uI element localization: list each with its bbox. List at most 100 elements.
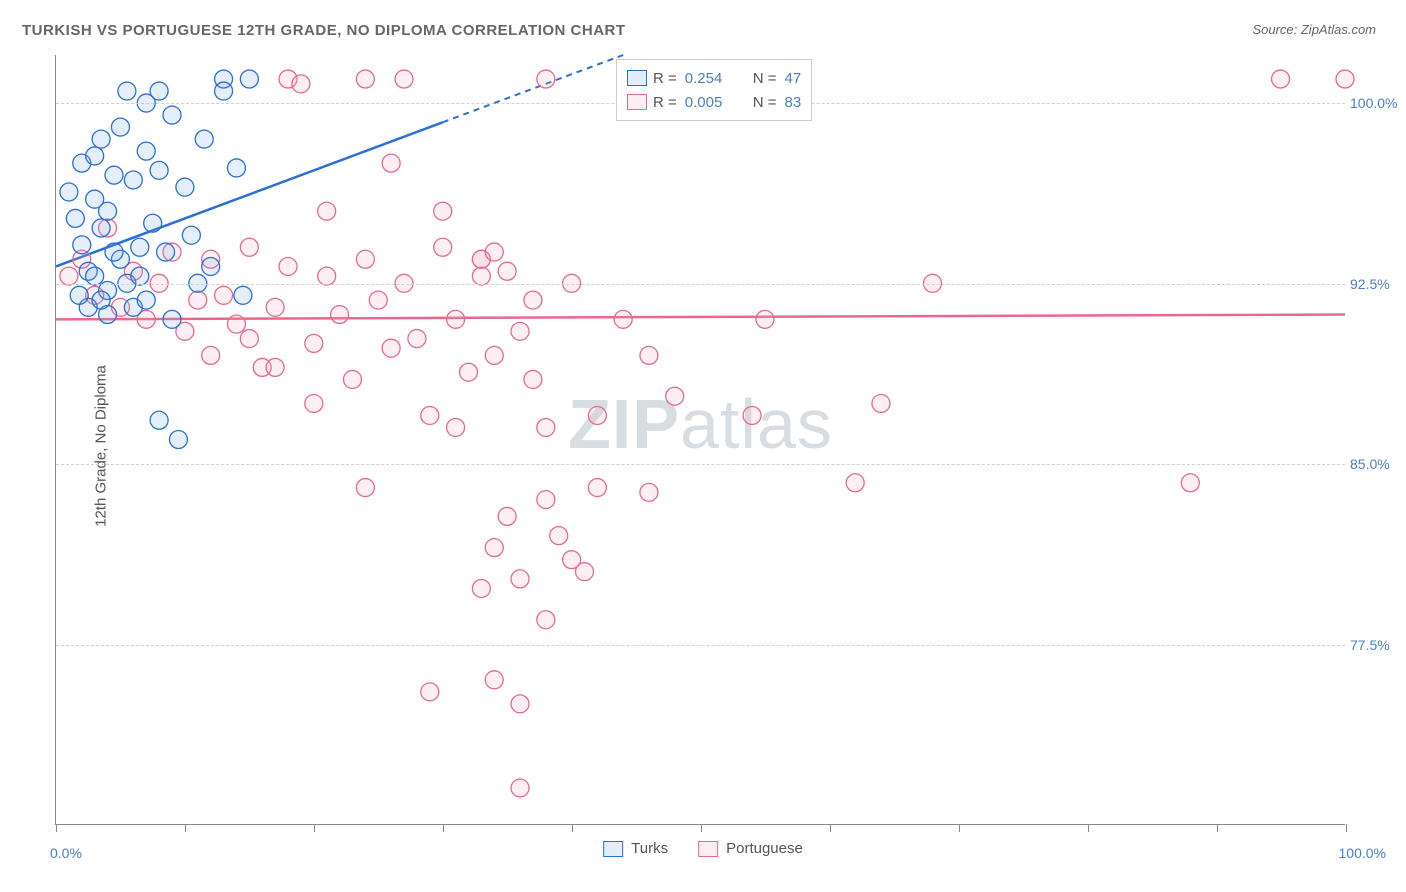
data-point xyxy=(1272,70,1290,88)
data-point xyxy=(137,142,155,160)
data-point xyxy=(131,238,149,256)
data-point xyxy=(382,339,400,357)
data-point xyxy=(472,267,490,285)
legend-n-value: 83 xyxy=(785,94,802,111)
data-point xyxy=(105,243,123,261)
data-point xyxy=(86,147,104,165)
data-point xyxy=(70,286,88,304)
data-point xyxy=(537,491,555,509)
data-point xyxy=(118,82,136,100)
data-point xyxy=(524,370,542,388)
data-point xyxy=(434,238,452,256)
data-point xyxy=(92,130,110,148)
data-point xyxy=(227,159,245,177)
x-tick xyxy=(1217,824,1218,832)
data-point xyxy=(524,291,542,309)
data-point xyxy=(485,671,503,689)
data-point xyxy=(447,310,465,328)
data-point xyxy=(195,130,213,148)
legend-n-label: N = xyxy=(753,70,777,87)
stats-legend-row: R =0.254N =47 xyxy=(627,66,801,90)
x-tick xyxy=(572,824,573,832)
data-point xyxy=(266,298,284,316)
data-point xyxy=(240,70,258,88)
series-legend: TurksPortuguese xyxy=(603,840,803,857)
data-point xyxy=(131,267,149,285)
legend-swatch xyxy=(603,841,623,857)
data-point xyxy=(305,334,323,352)
data-point xyxy=(640,483,658,501)
data-point xyxy=(305,394,323,412)
data-point xyxy=(163,106,181,124)
data-point xyxy=(202,346,220,364)
data-point xyxy=(498,262,516,280)
data-point xyxy=(550,527,568,545)
legend-series-name: Turks xyxy=(631,840,668,857)
stats-legend: R =0.254N =47R =0.005N =83 xyxy=(616,59,812,121)
gridline xyxy=(56,645,1345,646)
chart-title: TURKISH VS PORTUGUESE 12TH GRADE, NO DIP… xyxy=(22,22,626,39)
data-point xyxy=(408,330,426,348)
trend-line-dashed xyxy=(443,55,623,122)
data-point xyxy=(150,411,168,429)
data-point xyxy=(331,306,349,324)
data-point xyxy=(150,82,168,100)
data-point xyxy=(588,406,606,424)
legend-item: Turks xyxy=(603,840,668,857)
data-point xyxy=(511,570,529,588)
data-point xyxy=(124,171,142,189)
gridline xyxy=(56,464,1345,465)
data-point xyxy=(485,243,503,261)
data-point xyxy=(163,310,181,328)
x-axis-max-label: 100.0% xyxy=(1339,845,1386,861)
data-point xyxy=(511,322,529,340)
data-point xyxy=(511,695,529,713)
data-point xyxy=(279,257,297,275)
data-point xyxy=(182,226,200,244)
data-point xyxy=(421,683,439,701)
x-tick xyxy=(314,824,315,832)
x-tick xyxy=(959,824,960,832)
data-point xyxy=(292,75,310,93)
data-point xyxy=(86,267,104,285)
data-point xyxy=(395,70,413,88)
data-point xyxy=(447,418,465,436)
data-point xyxy=(511,779,529,797)
data-point xyxy=(369,291,387,309)
data-point xyxy=(240,330,258,348)
source-attribution: Source: ZipAtlas.com xyxy=(1252,22,1376,37)
data-point xyxy=(846,474,864,492)
data-point xyxy=(640,346,658,364)
data-point xyxy=(485,539,503,557)
data-point xyxy=(485,346,503,364)
data-point xyxy=(614,310,632,328)
data-point xyxy=(176,178,194,196)
x-tick xyxy=(56,824,57,832)
data-point xyxy=(240,238,258,256)
data-point xyxy=(169,431,187,449)
x-tick xyxy=(830,824,831,832)
data-point xyxy=(215,82,233,100)
y-tick-label: 92.5% xyxy=(1350,276,1405,292)
legend-r-label: R = xyxy=(653,70,677,87)
data-point xyxy=(356,250,374,268)
legend-r-value: 0.005 xyxy=(685,94,737,111)
x-tick xyxy=(443,824,444,832)
data-point xyxy=(356,479,374,497)
data-point xyxy=(382,154,400,172)
data-point xyxy=(99,202,117,220)
x-axis-min-label: 0.0% xyxy=(50,845,82,861)
data-point xyxy=(105,166,123,184)
data-point xyxy=(234,286,252,304)
legend-r-value: 0.254 xyxy=(685,70,737,87)
data-point xyxy=(318,202,336,220)
data-point xyxy=(60,183,78,201)
data-point xyxy=(537,611,555,629)
data-point xyxy=(73,236,91,254)
data-point xyxy=(434,202,452,220)
data-point xyxy=(743,406,761,424)
legend-n-label: N = xyxy=(753,94,777,111)
chart-svg xyxy=(56,55,1345,824)
data-point xyxy=(60,267,78,285)
data-point xyxy=(266,358,284,376)
